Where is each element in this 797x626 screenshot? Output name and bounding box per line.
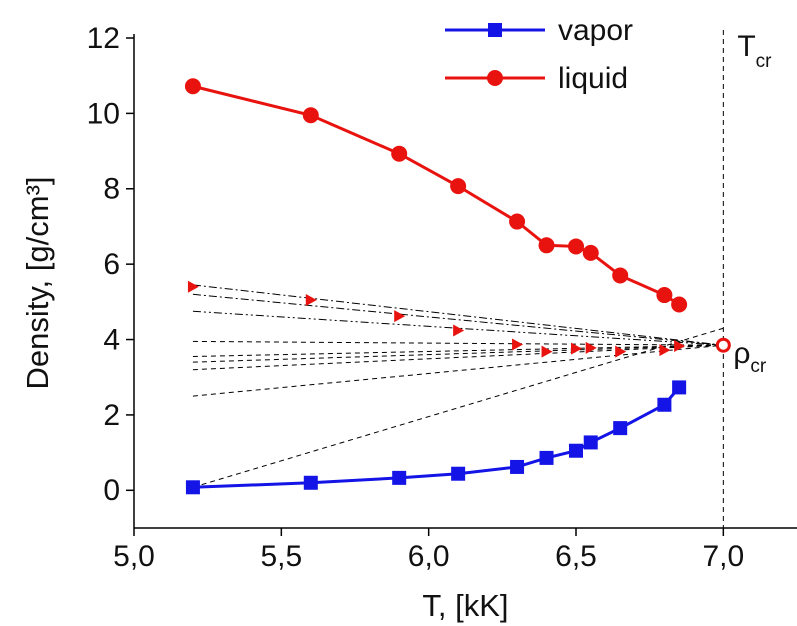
label-main: T (737, 30, 755, 63)
marker (569, 443, 583, 458)
marker (185, 480, 200, 495)
y-tick-label: 4 (103, 323, 120, 356)
critical-point-label: ρcr (733, 337, 767, 377)
marker (613, 421, 628, 436)
critical-temperature-label: Tcr (737, 30, 772, 72)
legend-label: liquid (558, 62, 628, 95)
marker (512, 338, 524, 351)
fit-line (192, 310, 724, 346)
series-line (192, 84, 680, 306)
marker (394, 310, 406, 323)
legend-marker (487, 70, 503, 86)
marker (615, 345, 627, 358)
x-tick-label: 5,5 (260, 540, 302, 573)
fit-line (192, 344, 724, 371)
marker (392, 470, 407, 485)
marker (538, 237, 555, 254)
marker (674, 339, 686, 352)
fit-line (192, 327, 724, 488)
label-main: ρ (733, 337, 750, 370)
marker (657, 397, 672, 412)
y-tick-label: 10 (87, 97, 120, 130)
marker (187, 280, 199, 293)
label-sub: cr (750, 356, 767, 377)
marker (568, 238, 584, 255)
marker (659, 344, 671, 357)
legend-marker (488, 23, 502, 37)
fit-line (192, 293, 724, 346)
y-tick-label: 2 (103, 399, 120, 432)
fit-line (192, 344, 724, 363)
marker (671, 296, 688, 313)
marker (582, 244, 599, 261)
marker (571, 342, 582, 355)
marker (585, 341, 597, 354)
marker (450, 178, 467, 195)
marker (672, 380, 687, 395)
marker (612, 267, 629, 284)
marker (509, 213, 526, 230)
marker (451, 466, 466, 481)
marker (391, 145, 408, 162)
fit-line (192, 284, 724, 346)
y-tick-label: 6 (103, 248, 120, 281)
fit-line (192, 344, 724, 357)
x-tick-label: 5,0 (113, 540, 155, 573)
marker (656, 287, 673, 304)
marker (583, 435, 598, 450)
legend-label: vapor (558, 14, 633, 47)
fit-line (192, 344, 724, 397)
critical-point (715, 337, 731, 353)
x-tick-label: 6,0 (408, 540, 450, 573)
marker (302, 107, 319, 124)
x-axis-title: T, [kK] (422, 588, 508, 623)
series-line (192, 386, 681, 489)
y-axis-title: Density, [g/cm³] (20, 176, 55, 389)
x-tick-label: 7,0 (702, 540, 744, 573)
marker (510, 459, 525, 474)
marker (184, 78, 201, 95)
label-sub: cr (756, 51, 773, 72)
marker (541, 345, 553, 358)
marker (453, 324, 465, 337)
fit-line (192, 340, 724, 346)
marker (303, 475, 318, 490)
y-tick-label: 12 (87, 22, 120, 55)
y-tick-label: 8 (103, 173, 120, 206)
marker (305, 293, 317, 306)
marker (539, 450, 554, 465)
y-tick-label: 0 (103, 474, 120, 507)
x-tick-label: 6,5 (555, 540, 597, 573)
